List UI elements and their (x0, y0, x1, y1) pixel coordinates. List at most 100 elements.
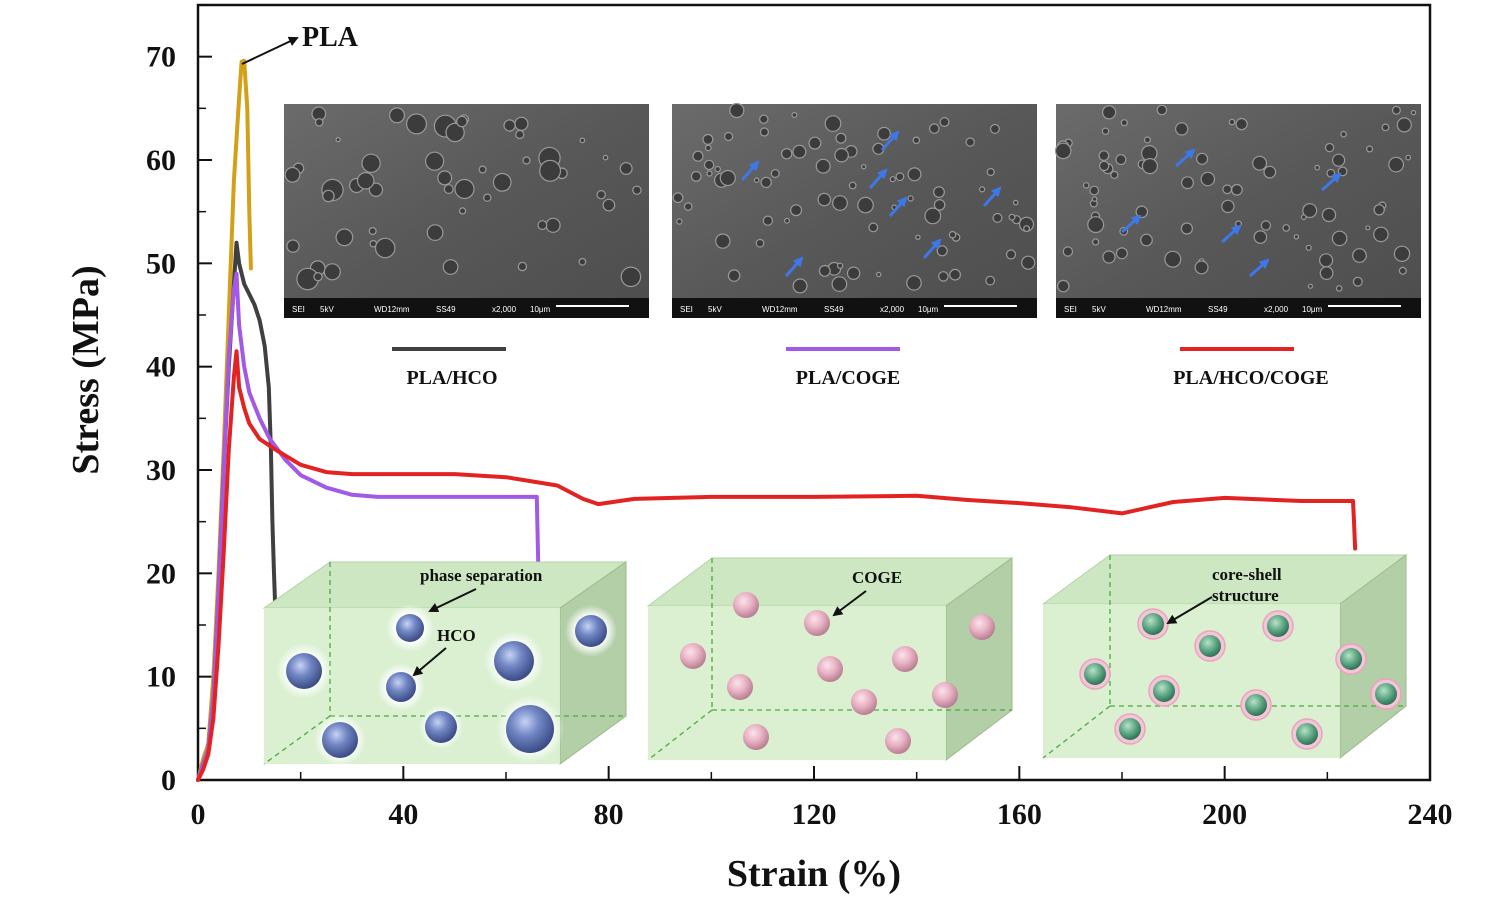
hco-particle (396, 614, 424, 642)
y-axis-label: Stress (MPa) (65, 265, 107, 474)
coge-particle (885, 728, 911, 754)
sem-pore (848, 181, 857, 190)
sem-pore (783, 217, 790, 224)
series-line-pla-hco (196, 240, 277, 782)
sem-pore (1089, 185, 1100, 196)
sem-pore (832, 195, 848, 211)
sem-pore (906, 275, 922, 291)
sem-pore (389, 107, 406, 124)
sem-pore (846, 266, 861, 280)
sem-pore (1005, 249, 1017, 260)
sem-pore (719, 169, 736, 187)
sem-pore (314, 118, 324, 127)
sem-pore (514, 116, 529, 131)
sem-footer-text: SEI (292, 305, 305, 314)
sem-background (672, 104, 1037, 318)
sem-pore (1062, 246, 1074, 257)
sem-pore (1180, 222, 1194, 235)
schematic-box-pla-coge (646, 557, 1014, 762)
sem-pore (335, 228, 354, 247)
sem-pore (1396, 117, 1412, 133)
sem-footer-text: SS49 (436, 305, 456, 314)
sem-pore (690, 170, 702, 182)
sem-pore (1335, 285, 1343, 292)
sem-pore (831, 276, 848, 293)
sem-pore (949, 268, 961, 281)
sem-pore (1260, 220, 1272, 231)
sem-pore (753, 177, 760, 184)
sem-pore (492, 172, 512, 192)
sem-footer-text: SEI (680, 305, 693, 314)
sem-pore (759, 127, 770, 137)
sem-pore (632, 185, 642, 195)
sem-pore (1326, 168, 1336, 178)
sem-pore (868, 222, 879, 233)
sem-pore (602, 154, 609, 161)
sem-pore (808, 136, 822, 150)
sem-pore (356, 172, 375, 190)
sem-footer-text: WD12mm (374, 305, 410, 314)
sem-pore (1307, 283, 1314, 289)
sem-pore (762, 215, 774, 226)
sem-pore (537, 220, 548, 231)
core-shell-core (1084, 663, 1106, 685)
sem-pore (1012, 199, 1019, 206)
hco-particle (322, 722, 358, 758)
sem-pore (1174, 122, 1189, 136)
sem-pore (368, 227, 377, 236)
morphology-schematics (262, 554, 1408, 766)
y-axis: 0 10 20 30 40 50 60 70 (146, 4, 212, 797)
sem-pore (857, 196, 874, 214)
coge-particle (969, 614, 995, 640)
sem-pore (948, 230, 957, 239)
sem-pore (1252, 155, 1268, 171)
coge-particle (817, 656, 843, 682)
sem-pore (792, 144, 807, 159)
sem-pore (284, 166, 301, 183)
sem-pore (836, 262, 844, 269)
sem-pore (1293, 234, 1300, 240)
sem-blue-arrow (888, 196, 908, 217)
sem-background (284, 104, 649, 318)
sem-footer-text: 5kV (708, 305, 722, 314)
sem-footer-text: 10μm (1302, 305, 1323, 314)
x-tick-label: 200 (1202, 798, 1247, 831)
sem-blue-arrow (880, 130, 900, 151)
x-tick-label: 160 (997, 798, 1042, 831)
phase-separation-arrow (428, 588, 477, 613)
core-shell-core (1199, 635, 1221, 657)
sem-pore (965, 137, 975, 147)
hco-particle (494, 641, 534, 681)
sem-pore (1305, 244, 1312, 251)
sem-pore (692, 150, 704, 162)
sem-pore (361, 153, 381, 173)
sem-pore (714, 165, 721, 173)
sem-pore (478, 165, 487, 174)
sem-pore (939, 116, 950, 127)
x-tick-label: 80 (594, 798, 624, 831)
sem-pore (1263, 165, 1277, 179)
sem-pore (1373, 204, 1385, 216)
sem-pore (1110, 170, 1119, 179)
sem-pore (924, 207, 942, 225)
legend-label-pla-hco-coge: PLA/HCO/COGE (1173, 367, 1329, 389)
sem-pore (1352, 248, 1367, 263)
sem-pore (1091, 196, 1098, 202)
sem-pore (727, 269, 741, 282)
sem-pore (1140, 233, 1153, 247)
sem-pore (456, 115, 468, 128)
sem-footer-text: WD12mm (1146, 305, 1182, 314)
sem-footer-text: WD12mm (762, 305, 798, 314)
x-tick-label: 0 (191, 798, 206, 831)
sem-pore (715, 233, 731, 249)
phase-separation-label: phase separation (420, 566, 543, 585)
sem-pore (928, 123, 940, 134)
sem-blue-arrow (1321, 172, 1342, 192)
sem-pore (1391, 105, 1401, 115)
sem-pore (729, 102, 745, 119)
coge-label: COGE (852, 568, 902, 587)
y-tick-label: 40 (146, 351, 176, 384)
y-tick-label: 0 (161, 764, 176, 797)
sem-pore (676, 218, 683, 225)
sem-pore (760, 176, 772, 189)
